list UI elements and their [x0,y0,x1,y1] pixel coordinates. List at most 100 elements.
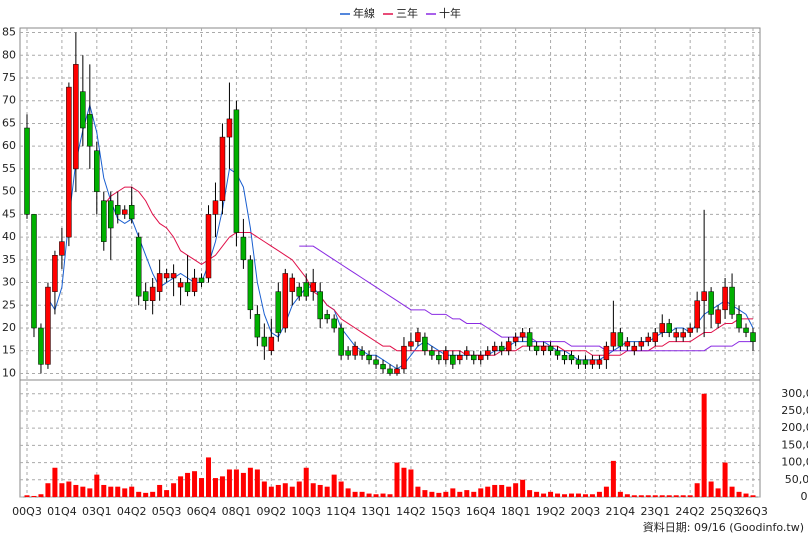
candle-body [226,118,233,138]
candle-body [401,345,407,370]
candle-body [422,336,428,351]
candle-body [547,345,554,351]
candle-body [254,314,261,338]
x-tick-label: 16Q4 [466,505,496,518]
volume-bar [715,488,721,497]
legend-label: 三年 [396,6,418,20]
volume-bar [743,493,749,497]
plot-frame [19,27,761,498]
candle-body [694,300,700,329]
volume-bar [750,495,756,497]
candle-body [519,332,526,338]
volume-bar [261,481,267,497]
candle-body [533,345,540,351]
volume-bar [282,483,288,497]
volume-bar [219,476,225,497]
y-tick-label: 45 [2,207,16,220]
candle-body [108,200,114,229]
candle-body [115,205,121,215]
x-tick-label: 06Q4 [187,505,217,518]
volume-bar [569,493,574,497]
volume-bar [233,469,239,497]
x-tick-label: 20Q3 [571,505,601,518]
candle-body [743,327,749,333]
x-tick-label: 13Q1 [361,505,391,518]
volume-bar [157,484,163,497]
candle-body [659,323,665,333]
volume-bar [443,491,449,497]
volume-bar [415,486,421,497]
candle-body [338,327,344,356]
volume-bar [541,493,547,497]
candle-body [303,282,309,297]
candle-body [73,64,79,170]
volume-bar [178,476,184,497]
volume-bar [457,491,463,497]
volume-bar [66,481,72,497]
candle-body [219,136,226,201]
volume-bar [317,484,323,497]
moving-average-line [299,245,753,352]
volume-bar [687,495,693,497]
volume-bar [422,490,428,497]
volume-bar [324,486,330,497]
volume-bar [359,491,365,497]
y2-tick-label: 200,000 [781,421,808,434]
y-tick-label: 70 [2,94,16,107]
candle-body [429,350,435,356]
candle-body [247,259,254,311]
y-tick-label: 50 [2,185,16,198]
candle-body [575,359,582,365]
x-tick-label: 23Q1 [640,505,670,518]
candle-body [631,345,638,351]
candle-body [708,291,714,315]
volume-bar [94,474,100,497]
volume-bar [150,491,156,497]
volume-bar [338,481,344,497]
volume-bar [310,483,316,497]
candle-body [687,327,693,333]
volume-bar [254,469,260,497]
candle-body [373,359,379,365]
volume-bar [450,488,456,497]
volume-bar [548,491,554,497]
volume-bar [680,495,686,497]
volume-bar [408,469,414,497]
volume-bar [380,493,386,497]
x-tick-label: 24Q2 [675,505,705,518]
x-tick-label: 26Q3 [738,505,768,518]
y-tick-label: 85 [2,26,16,39]
y-tick-label: 25 [2,298,16,311]
legend-label: 十年 [439,6,461,20]
y-tick-label: 80 [2,48,16,61]
volume-bar [652,495,658,497]
x-tick-label: 11Q4 [326,505,356,518]
volume-bar [736,491,742,497]
candle-body [45,286,51,365]
volume-bar [575,493,581,497]
volume-bar [247,467,253,497]
y2-tick-label: 150,000 [781,438,808,451]
volume-bar [666,495,672,497]
candle-body [617,332,624,347]
volume-bar [331,474,337,497]
y-tick-label: 75 [2,71,16,84]
volume-bar [429,491,435,497]
x-tick-label: 19Q2 [536,505,566,518]
volume-bar [289,486,295,497]
volume-bar [645,495,651,497]
volume-bar [52,467,58,497]
candle-body [387,368,393,374]
volume-bar [589,494,595,497]
volume-bar [492,484,498,497]
volume-bar [164,490,170,497]
volume-bar [366,493,372,497]
y-tick-label: 60 [2,139,16,152]
volume-bar [136,491,142,497]
candle-body [121,209,128,215]
volume-bar [722,462,728,497]
volume-bar [296,481,302,497]
candle-body [729,286,735,315]
candle-body [512,336,519,342]
